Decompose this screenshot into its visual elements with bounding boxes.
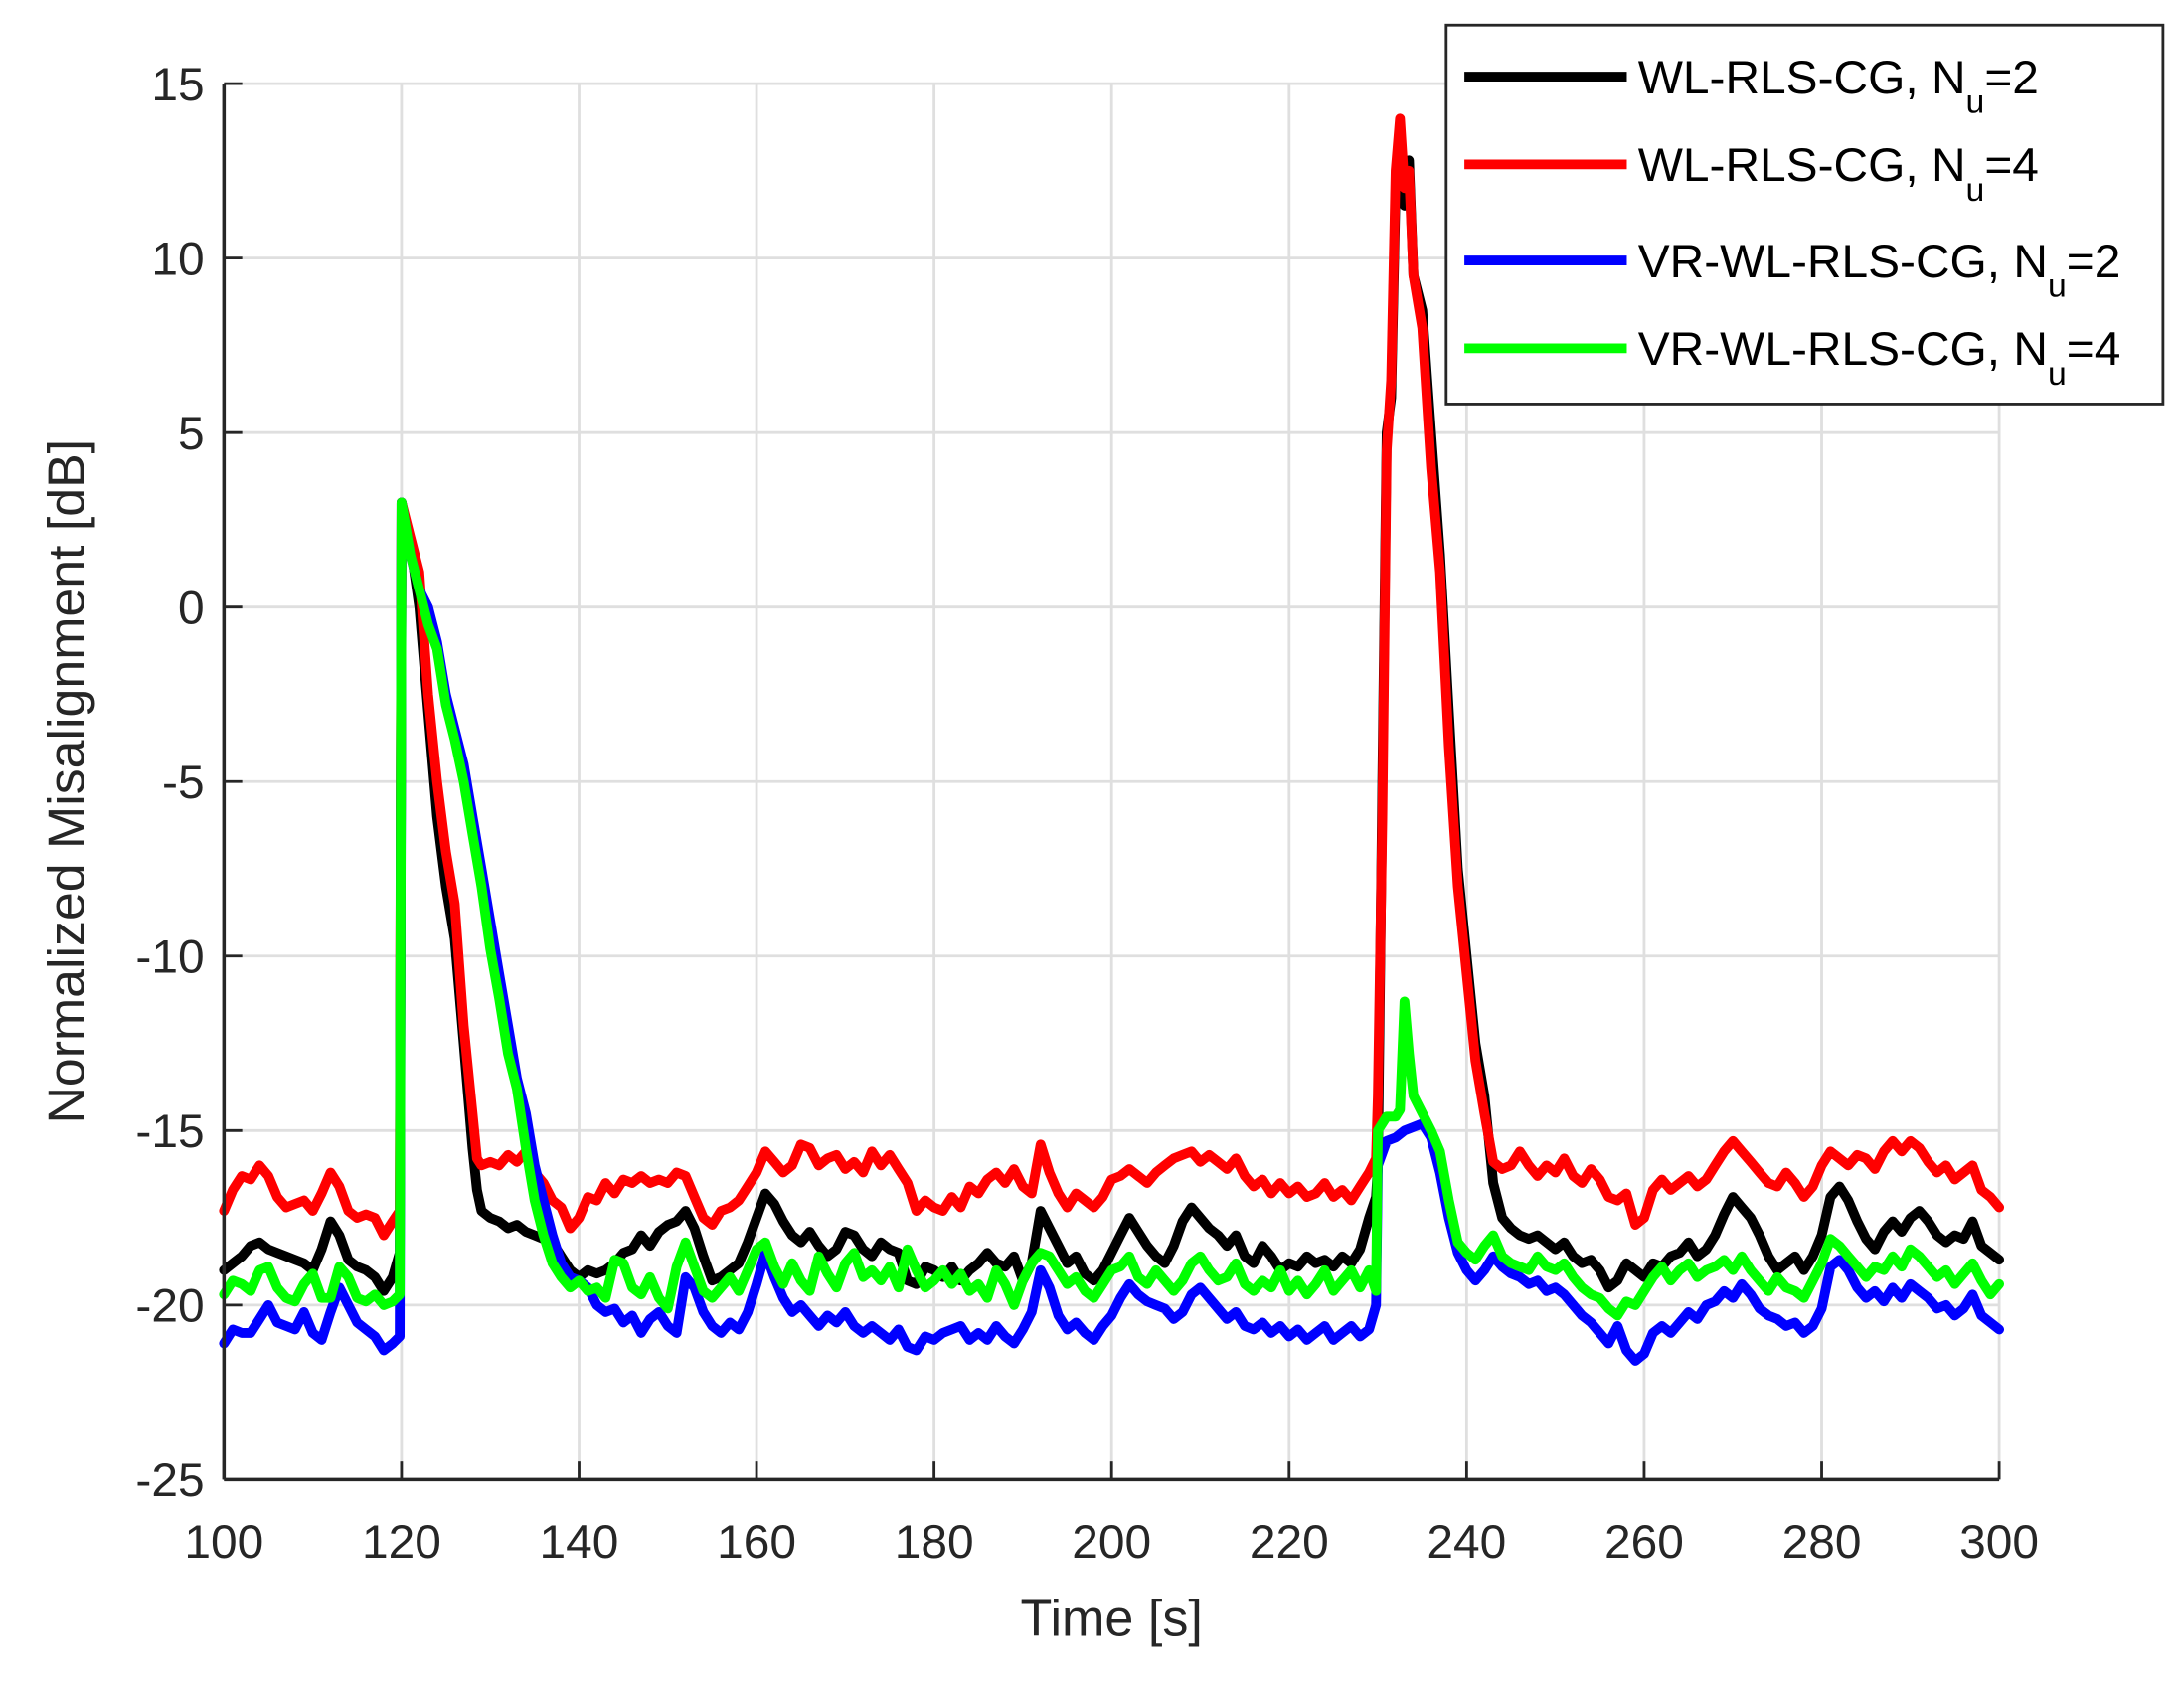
y-tick-label: 5 (178, 408, 205, 460)
legend: WL-RLS-CG, Nu=2 WL-RLS-CG, Nu=4 VR-WL-RLS-… (1444, 23, 2165, 406)
x-tick-label: 140 (540, 1516, 619, 1569)
x-tick-label: 120 (362, 1516, 441, 1569)
series-line-4 (219, 497, 2005, 1321)
x-tick-label: 220 (1250, 1516, 1329, 1569)
legend-label-3: VR-WL-RLS-CG, Nu=2 (1638, 236, 2121, 304)
x-tick-label: 180 (895, 1516, 974, 1569)
x-axis-label: Time [s] (1021, 1590, 1203, 1647)
axes (222, 82, 2001, 1482)
legend-label-2: WL-RLS-CG, Nu=4 (1638, 139, 2039, 208)
x-tick-label: 300 (1959, 1516, 2039, 1569)
y-tick-label: 15 (151, 59, 204, 111)
legend-label-1: WL-RLS-CG, Nu=2 (1638, 52, 2039, 120)
x-tick-label: 260 (1604, 1516, 1684, 1569)
series-line-1 (219, 130, 2005, 1296)
legend-box (1444, 23, 2165, 406)
x-tick-label: 280 (1782, 1516, 1862, 1569)
data-series (219, 113, 2005, 1366)
x-tick-label: 100 (184, 1516, 263, 1569)
x-tick-label: 200 (1072, 1516, 1151, 1569)
y-tick-label: -15 (135, 1105, 204, 1158)
y-tick-label: -10 (135, 931, 204, 984)
y-tick-label: -20 (135, 1280, 204, 1333)
x-tick-label: 240 (1427, 1516, 1506, 1569)
x-tick-label: 160 (717, 1516, 796, 1569)
y-tick-label: -25 (135, 1454, 204, 1507)
y-axis-label: Normalized Misalignment [dB] (38, 439, 95, 1124)
series-line-2 (219, 113, 2005, 1241)
y-tick-label: 0 (178, 583, 205, 635)
y-tick-labels: 15 10 5 0 -5 -10 -15 -20 -25 (135, 59, 204, 1507)
x-tick-labels: 100 120 140 160 180 200 220 240 260 280 300 (184, 1516, 2039, 1569)
y-tick-label: 10 (151, 234, 204, 286)
y-tick-label: -5 (162, 757, 205, 809)
legend-label-4: VR-WL-RLS-CG, Nu=4 (1638, 323, 2121, 392)
